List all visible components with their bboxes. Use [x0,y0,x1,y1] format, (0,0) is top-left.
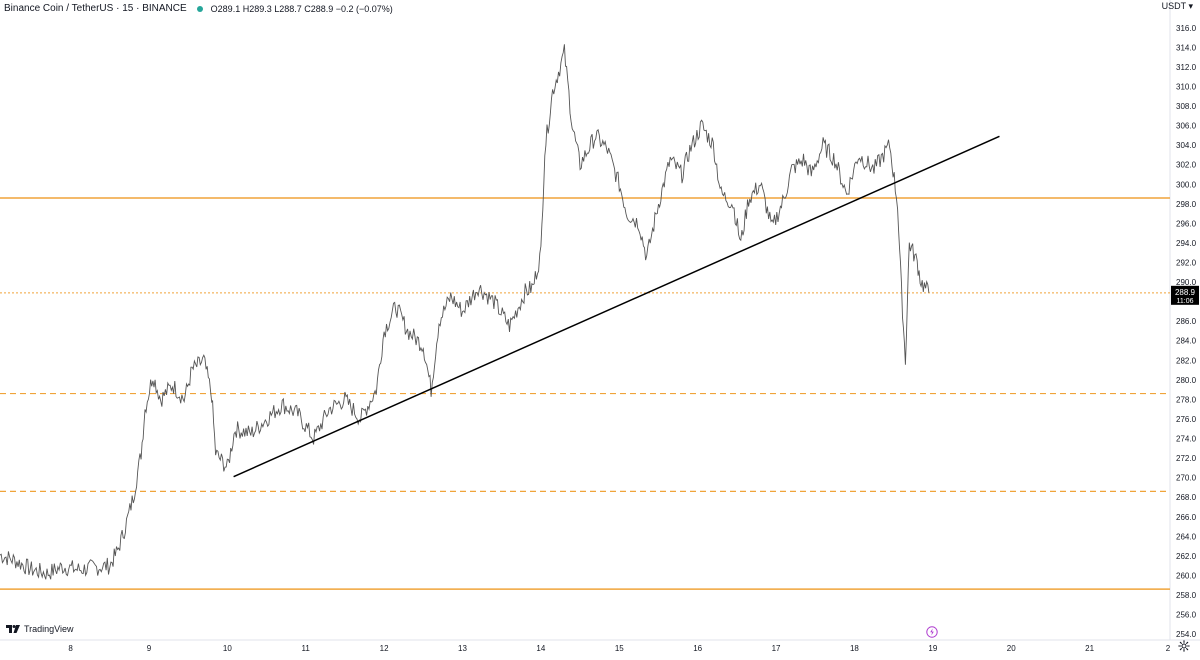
lightning-icon[interactable] [926,626,938,638]
x-tick-label: 8 [68,644,73,653]
x-tick-label: 10 [223,644,232,653]
y-tick-label: 294.0 [1176,239,1197,248]
y-tick-label: 310.0 [1176,82,1197,91]
y-tick-label: 284.0 [1176,337,1197,346]
x-tick-label: 12 [380,644,389,653]
last-price-label: 288.9 [1175,288,1196,297]
price-axis[interactable] [1170,0,1200,655]
x-tick-label: 18 [850,644,859,653]
x-tick-label: 20 [1007,644,1016,653]
y-tick-label: 316.0 [1176,24,1197,33]
y-tick-label: 278.0 [1176,395,1197,404]
bar-countdown-label: 11:06 [1177,298,1194,305]
y-tick-label: 308.0 [1176,102,1197,111]
x-tick-label: 15 [615,644,624,653]
x-tick-label: 11 [302,644,311,653]
y-tick-label: 264.0 [1176,532,1197,541]
y-tick-label: 290.0 [1176,278,1197,287]
y-tick-label: 296.0 [1176,219,1197,228]
x-tick-label: 16 [693,644,702,653]
y-tick-label: 302.0 [1176,161,1197,170]
y-tick-label: 254.0 [1176,630,1197,639]
y-tick-label: 282.0 [1176,356,1197,365]
x-tick-label: 17 [772,644,781,653]
ohlc-values: O289.1 H289.3 L288.7 C288.9 −0.2 (−0.07%… [210,4,393,14]
x-tick-label: 9 [147,644,152,653]
market-status-icon [196,6,203,12]
gear-icon[interactable] [1178,640,1190,652]
x-tick-label: 21 [1085,644,1094,653]
y-tick-label: 298.0 [1176,200,1197,209]
y-tick-label: 300.0 [1176,180,1197,189]
symbol-title[interactable]: Binance Coin / TetherUS · 15 · BINANCE [4,3,187,14]
y-tick-label: 272.0 [1176,454,1197,463]
y-tick-label: 258.0 [1176,591,1197,600]
y-tick-label: 276.0 [1176,415,1197,424]
tradingview-brand: TradingView [24,624,74,634]
y-tick-label: 304.0 [1176,141,1197,150]
symbol-legend[interactable]: Binance Coin / TetherUS · 15 · BINANCE O… [4,2,393,16]
y-tick-label: 270.0 [1176,474,1197,483]
y-tick-label: 312.0 [1176,63,1197,72]
y-tick-label: 260.0 [1176,571,1197,580]
x-tick-label: 2 [1166,644,1171,653]
x-tick-label: 14 [536,644,545,653]
tradingview-logo-icon [6,624,20,633]
trendline[interactable] [233,135,1000,478]
x-tick-label: 13 [458,644,467,653]
y-tick-label: 314.0 [1176,43,1197,52]
currency-selector[interactable]: USDT ▾ [1161,1,1193,11]
y-tick-label: 266.0 [1176,513,1197,522]
y-tick-label: 286.0 [1176,317,1197,326]
last-price-badge [1171,285,1199,305]
y-tick-label: 262.0 [1176,552,1197,561]
y-tick-label: 274.0 [1176,435,1197,444]
price-series[interactable] [0,44,930,580]
x-tick-label: 19 [928,644,937,653]
y-tick-label: 280.0 [1176,376,1197,385]
y-tick-label: 292.0 [1176,258,1197,267]
y-tick-label: 306.0 [1176,122,1197,131]
y-tick-label: 268.0 [1176,493,1197,502]
tradingview-logo[interactable]: TradingView [6,624,74,634]
y-tick-label: 256.0 [1176,611,1197,620]
